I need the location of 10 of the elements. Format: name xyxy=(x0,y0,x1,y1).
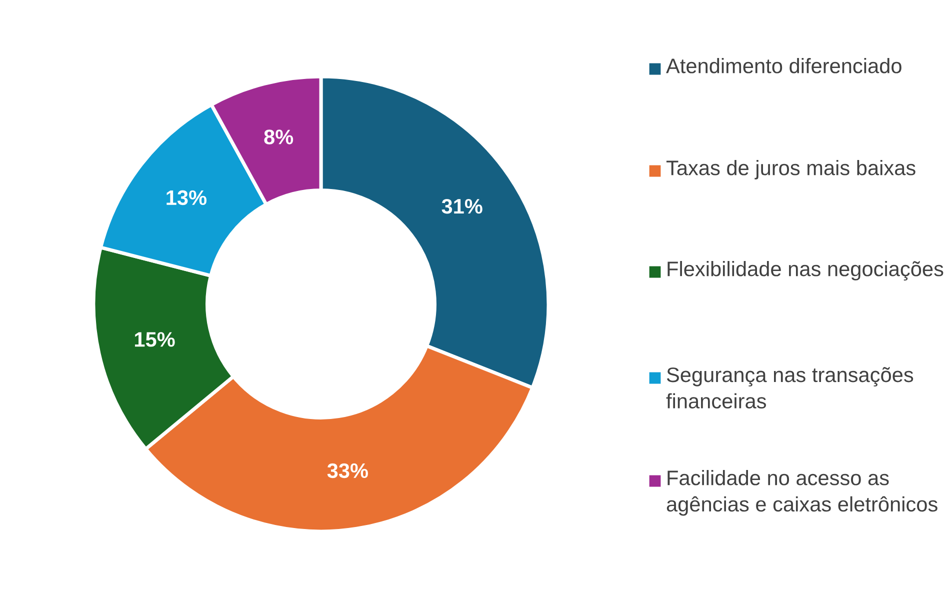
data-label: 33% xyxy=(327,463,368,478)
data-label: 13% xyxy=(166,190,207,206)
data-label: 31% xyxy=(442,198,482,214)
legend-label: Segurança nas transações financeiras xyxy=(666,367,914,409)
data-label: 8% xyxy=(264,130,294,144)
legend-label: Flexibilidade nas negociações xyxy=(668,261,944,281)
legend-label: Facilidade no acesso as agências e caixas eletrônicos xyxy=(666,470,938,516)
legend-label: Atendimento diferenciado xyxy=(666,58,902,74)
data-label: 15% xyxy=(134,332,175,347)
legend-label: Taxas de juros mais baixas xyxy=(666,160,916,180)
